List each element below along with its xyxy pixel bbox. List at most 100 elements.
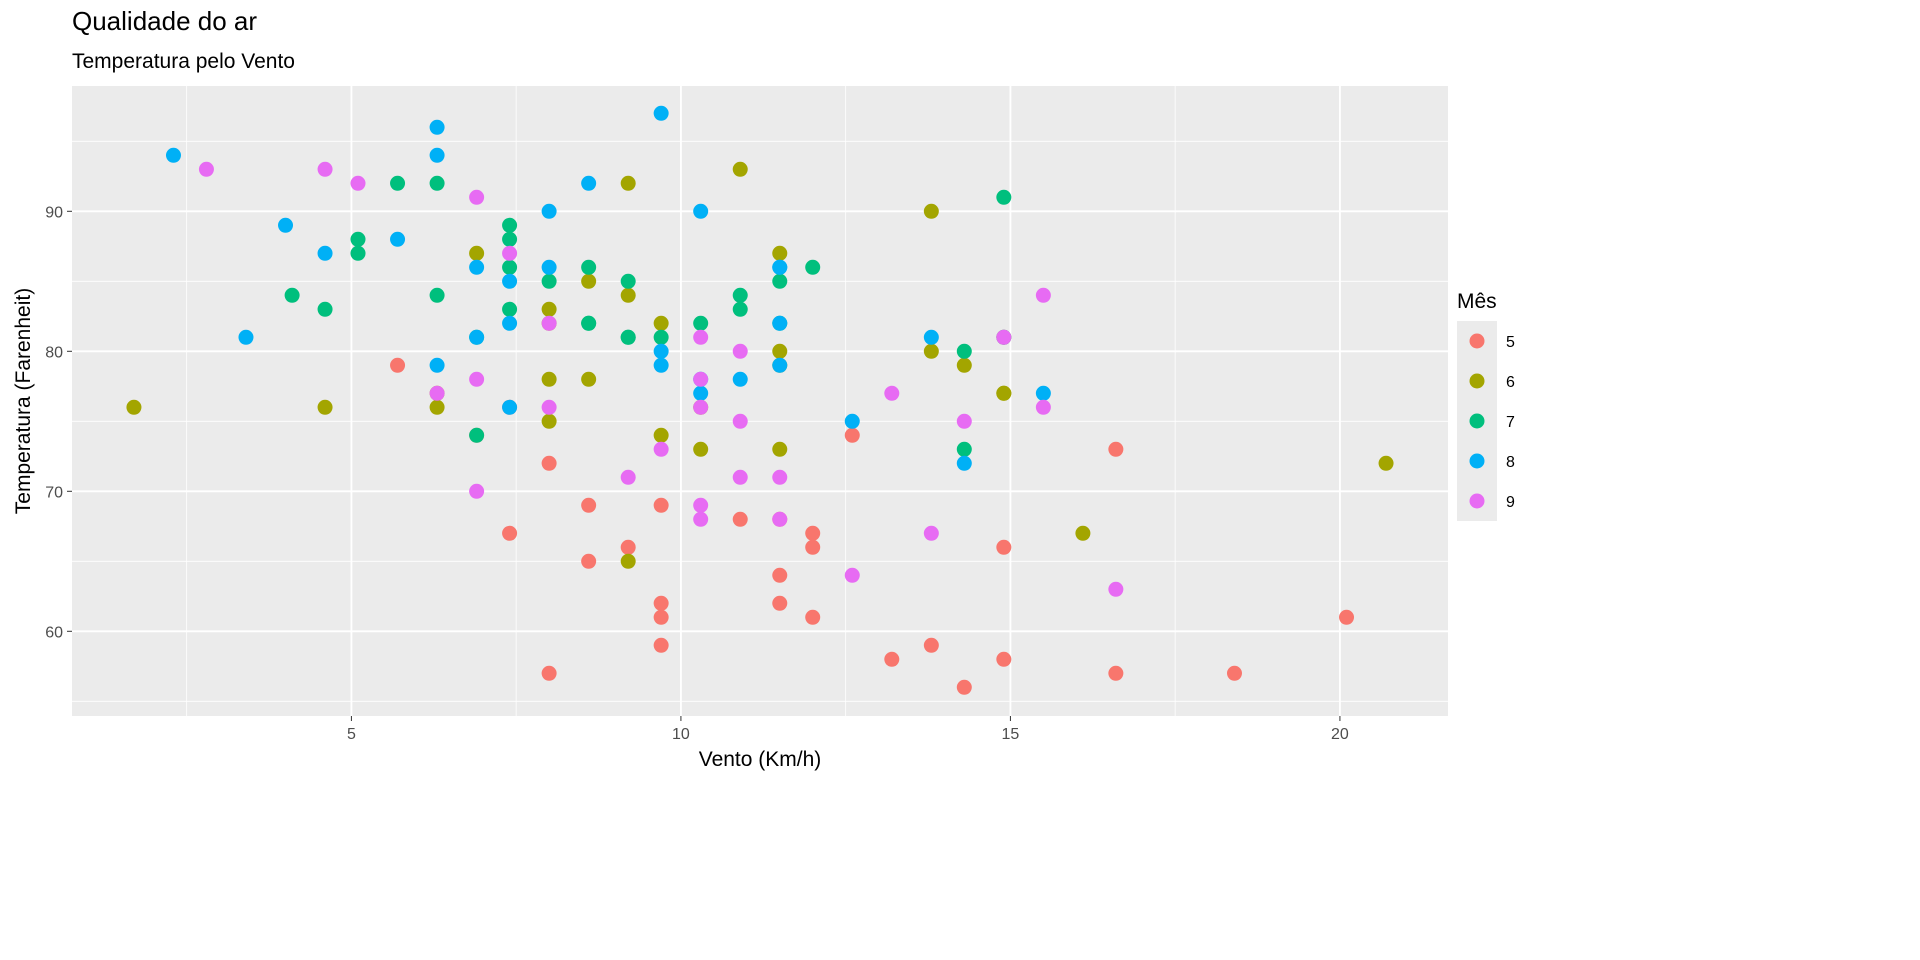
data-point-month-6: [956, 357, 972, 373]
data-point-month-7: [502, 259, 518, 275]
data-point-month-5: [1339, 609, 1355, 625]
legend-key-month-5: [1469, 333, 1485, 349]
data-point-month-9: [772, 469, 788, 485]
data-point-month-5: [653, 497, 669, 513]
data-point-month-8: [653, 105, 669, 121]
data-point-month-9: [772, 511, 788, 527]
data-point-month-8: [469, 259, 485, 275]
y-tick-label: 80: [45, 344, 63, 361]
data-point-month-7: [581, 315, 597, 331]
data-point-month-6: [1378, 455, 1394, 471]
legend-label: 8: [1506, 454, 1515, 471]
data-point-month-8: [693, 203, 709, 219]
data-point-month-7: [284, 287, 300, 303]
plot-panel: [72, 86, 1448, 716]
data-point-month-6: [469, 245, 485, 261]
legend-label: 9: [1506, 494, 1515, 511]
data-point-month-5: [581, 553, 597, 569]
data-point-month-7: [350, 231, 366, 247]
data-point-month-9: [732, 469, 748, 485]
data-point-month-9: [996, 329, 1012, 345]
data-point-month-6: [732, 161, 748, 177]
data-point-month-5: [884, 651, 900, 667]
data-point-month-5: [653, 637, 669, 653]
legend-label: 5: [1506, 334, 1515, 351]
data-point-month-6: [1075, 525, 1091, 541]
data-point-month-9: [923, 525, 939, 541]
data-point-month-8: [469, 329, 485, 345]
legend-title: Mês: [1457, 290, 1497, 313]
data-point-month-8: [429, 119, 445, 135]
data-point-month-6: [620, 175, 636, 191]
data-point-month-8: [772, 357, 788, 373]
data-point-month-8: [390, 231, 406, 247]
data-point-month-9: [1035, 287, 1051, 303]
data-point-month-6: [693, 441, 709, 457]
data-point-month-7: [350, 245, 366, 261]
x-tick-label: 15: [1002, 726, 1020, 743]
data-point-month-6: [541, 413, 557, 429]
legend-key-month-6: [1469, 373, 1485, 389]
data-point-month-7: [693, 315, 709, 331]
data-point-month-6: [581, 273, 597, 289]
data-point-month-9: [469, 371, 485, 387]
data-point-month-6: [772, 441, 788, 457]
data-point-month-8: [429, 147, 445, 163]
data-point-month-9: [502, 245, 518, 261]
x-tick-label: 10: [672, 726, 690, 743]
data-point-month-7: [390, 175, 406, 191]
data-point-month-5: [1226, 665, 1242, 681]
data-point-month-8: [502, 399, 518, 415]
data-point-month-6: [772, 245, 788, 261]
data-point-month-9: [1108, 581, 1124, 597]
data-point-month-5: [1108, 441, 1124, 457]
data-point-month-9: [317, 161, 333, 177]
x-tick-label: 20: [1331, 726, 1349, 743]
data-points: [126, 105, 1394, 695]
x-axis-title: Vento (Km/h): [699, 748, 822, 771]
data-point-month-5: [772, 595, 788, 611]
data-point-month-6: [620, 553, 636, 569]
data-point-month-9: [732, 413, 748, 429]
data-point-month-6: [653, 315, 669, 331]
data-point-month-6: [581, 371, 597, 387]
legend-key-month-9: [1469, 493, 1485, 509]
data-point-month-7: [956, 441, 972, 457]
data-point-month-5: [620, 539, 636, 555]
data-point-month-6: [772, 343, 788, 359]
data-point-month-6: [996, 385, 1012, 401]
data-point-month-7: [429, 175, 445, 191]
data-point-month-8: [732, 371, 748, 387]
data-point-month-9: [693, 511, 709, 527]
data-point-month-6: [126, 399, 142, 415]
data-point-month-8: [653, 357, 669, 373]
data-point-month-7: [996, 189, 1012, 205]
data-point-month-6: [317, 399, 333, 415]
data-point-month-7: [805, 259, 821, 275]
data-point-month-7: [541, 273, 557, 289]
data-point-month-9: [198, 161, 214, 177]
data-point-month-8: [429, 357, 445, 373]
legend-label: 7: [1506, 414, 1515, 431]
data-point-month-8: [956, 455, 972, 471]
data-point-month-9: [429, 385, 445, 401]
data-point-month-7: [732, 301, 748, 317]
data-point-month-8: [317, 245, 333, 261]
data-point-month-5: [805, 525, 821, 541]
data-point-month-8: [772, 259, 788, 275]
data-point-month-9: [693, 371, 709, 387]
data-point-month-5: [956, 679, 972, 695]
legend-key-month-7: [1469, 413, 1485, 429]
y-tick-label: 70: [45, 484, 63, 501]
data-point-month-9: [844, 567, 860, 583]
data-point-month-7: [956, 343, 972, 359]
data-point-month-7: [429, 287, 445, 303]
y-tick-label: 60: [45, 624, 63, 641]
data-point-month-8: [541, 259, 557, 275]
data-point-month-6: [653, 427, 669, 443]
data-point-month-8: [653, 343, 669, 359]
data-point-month-8: [923, 329, 939, 345]
grid-lines: [72, 86, 1448, 716]
data-point-month-5: [541, 665, 557, 681]
data-point-month-6: [429, 399, 445, 415]
